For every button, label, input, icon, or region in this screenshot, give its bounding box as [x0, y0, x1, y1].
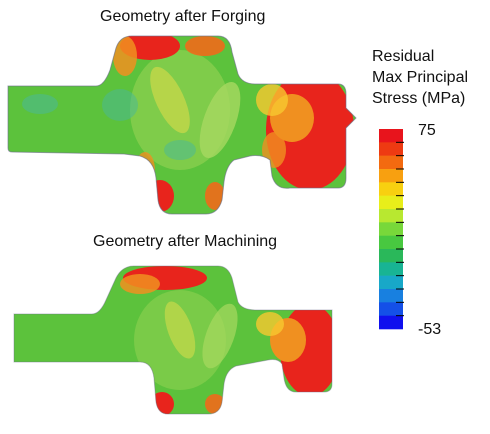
machining-panel-title: Geometry after Machining: [93, 233, 278, 250]
legend-title-line-1: Residual: [372, 48, 435, 65]
machined-part-outline: [13, 265, 333, 415]
colorbar-max-label: 75: [418, 122, 436, 139]
machined-stress-field: [14, 266, 332, 414]
colorbar-swatch: [379, 262, 403, 276]
colorbar-swatch: [379, 302, 403, 316]
colorbar-swatch: [379, 169, 403, 183]
colorbar-swatch: [379, 209, 403, 223]
colorbar-swatch: [379, 289, 403, 303]
forged-stress-field: [8, 36, 356, 214]
colorbar-swatch: [379, 315, 403, 330]
colorbar-swatch: [379, 249, 403, 263]
legend-title-line-3: Stress (MPa): [372, 90, 466, 107]
forged-part-outline: [7, 35, 357, 215]
colorbar-swatch: [379, 142, 403, 156]
colorbar-swatch: [379, 222, 403, 236]
colorbar-swatch: [379, 195, 403, 210]
colorbar-swatch: [379, 235, 403, 250]
stress-colorbar: [379, 129, 404, 330]
colorbar-min-label: -53: [418, 321, 442, 338]
legend-title-line-2: Max Principal: [372, 69, 469, 86]
forging-panel-title: Geometry after Forging: [100, 8, 266, 25]
colorbar-swatch: [379, 155, 403, 170]
colorbar-swatch: [379, 129, 403, 143]
legend-title: Residual Max Principal Stress (MPa): [372, 46, 468, 109]
colorbar-swatch: [379, 275, 403, 290]
colorbar-swatch: [379, 182, 403, 196]
